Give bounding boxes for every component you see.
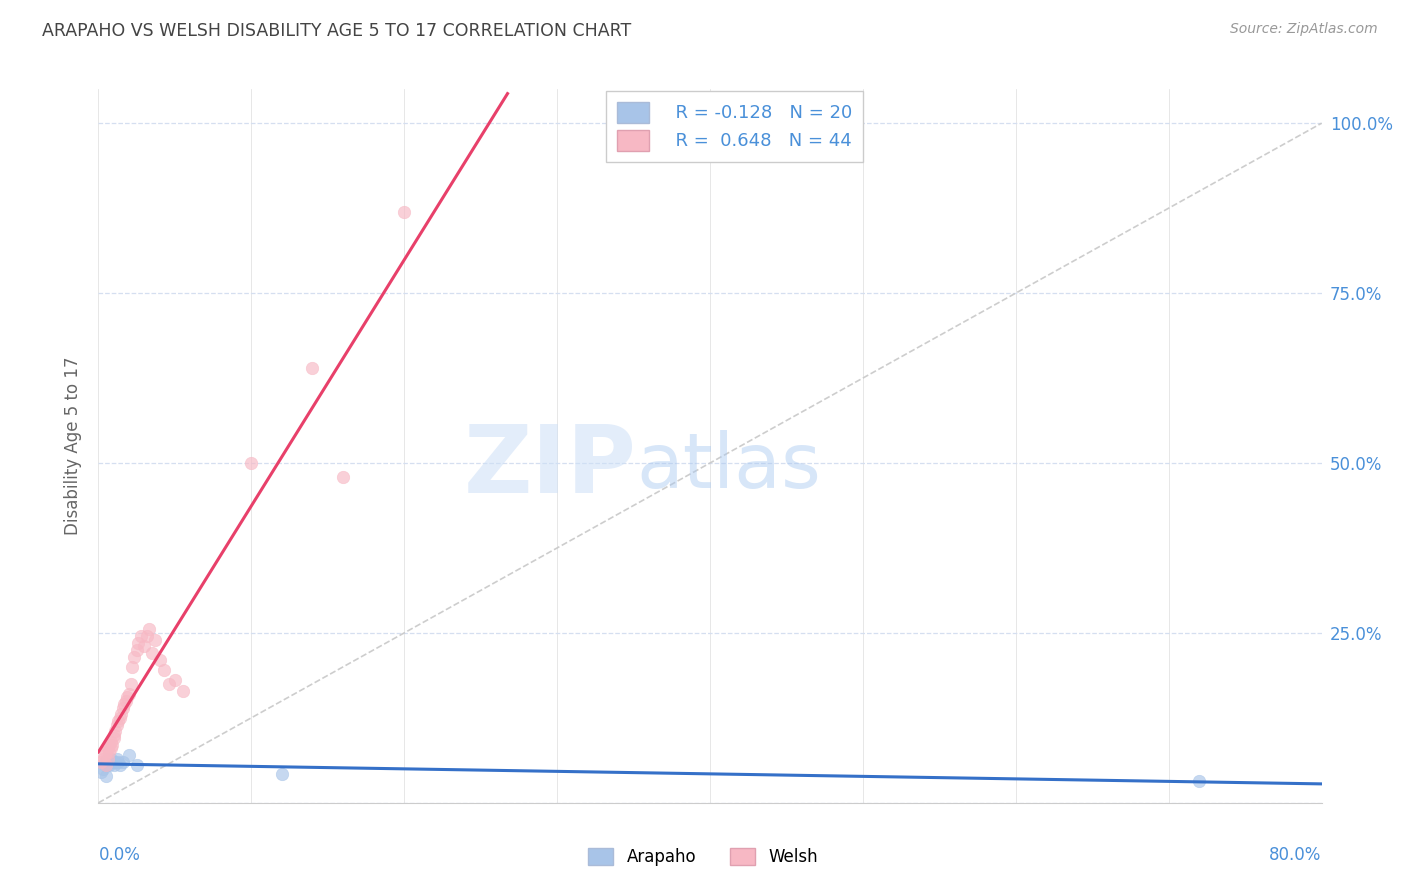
Point xyxy=(98,758,121,772)
Point xyxy=(90,765,112,780)
Point xyxy=(134,640,156,654)
Point xyxy=(127,636,149,650)
Point xyxy=(120,677,142,691)
Point xyxy=(163,673,186,688)
Point xyxy=(392,204,416,219)
Point xyxy=(104,755,127,769)
Point xyxy=(125,758,148,772)
Point xyxy=(153,663,176,677)
Point xyxy=(157,677,180,691)
Point xyxy=(118,748,141,763)
Point xyxy=(110,707,132,722)
Point xyxy=(107,714,129,729)
Point xyxy=(105,717,128,731)
Point xyxy=(103,731,125,746)
Text: ZIP: ZIP xyxy=(464,421,637,514)
Point xyxy=(108,758,131,772)
Point xyxy=(97,751,120,765)
Point xyxy=(103,758,125,772)
Point xyxy=(141,646,163,660)
Point xyxy=(240,456,263,470)
Point xyxy=(103,728,125,742)
Point xyxy=(98,755,121,769)
Point xyxy=(111,700,134,714)
Text: 80.0%: 80.0% xyxy=(1270,846,1322,863)
Legend:   R = -0.128   N = 20,   R =  0.648   N = 44: R = -0.128 N = 20, R = 0.648 N = 44 xyxy=(606,91,863,161)
Point xyxy=(97,741,120,756)
Point xyxy=(104,724,127,739)
Point xyxy=(172,683,194,698)
Text: 0.0%: 0.0% xyxy=(98,846,141,863)
Point xyxy=(1188,774,1211,789)
Point xyxy=(100,751,122,765)
Point xyxy=(100,741,122,756)
Point xyxy=(111,755,134,769)
Point xyxy=(270,767,292,781)
Point xyxy=(90,755,112,769)
Point xyxy=(301,360,323,375)
Y-axis label: Disability Age 5 to 17: Disability Age 5 to 17 xyxy=(65,357,83,535)
Point xyxy=(138,623,160,637)
Point xyxy=(112,698,135,712)
Point xyxy=(129,629,152,643)
Point xyxy=(117,690,139,705)
Point xyxy=(143,632,166,647)
Point xyxy=(93,748,115,763)
Point xyxy=(122,649,145,664)
Point xyxy=(94,745,117,759)
Point xyxy=(98,738,121,752)
Point xyxy=(97,751,120,765)
Point xyxy=(136,629,159,643)
Point xyxy=(94,758,117,772)
Legend: Arapaho, Welsh: Arapaho, Welsh xyxy=(581,840,825,875)
Point xyxy=(101,738,124,752)
Point xyxy=(91,751,114,765)
Text: atlas: atlas xyxy=(637,431,821,504)
Point xyxy=(94,769,117,783)
Point xyxy=(98,745,121,759)
Point xyxy=(100,734,122,748)
Point xyxy=(125,643,148,657)
Point xyxy=(332,469,354,483)
Point xyxy=(149,653,172,667)
Text: ARAPAHO VS WELSH DISABILITY AGE 5 TO 17 CORRELATION CHART: ARAPAHO VS WELSH DISABILITY AGE 5 TO 17 … xyxy=(42,22,631,40)
Point xyxy=(107,755,129,769)
Point xyxy=(93,755,115,769)
Point xyxy=(115,694,138,708)
Point xyxy=(121,660,143,674)
Point xyxy=(105,751,128,765)
Point xyxy=(94,758,117,772)
Point xyxy=(118,687,141,701)
Point xyxy=(108,711,131,725)
Point xyxy=(91,762,114,776)
Point xyxy=(101,755,124,769)
Text: Source: ZipAtlas.com: Source: ZipAtlas.com xyxy=(1230,22,1378,37)
